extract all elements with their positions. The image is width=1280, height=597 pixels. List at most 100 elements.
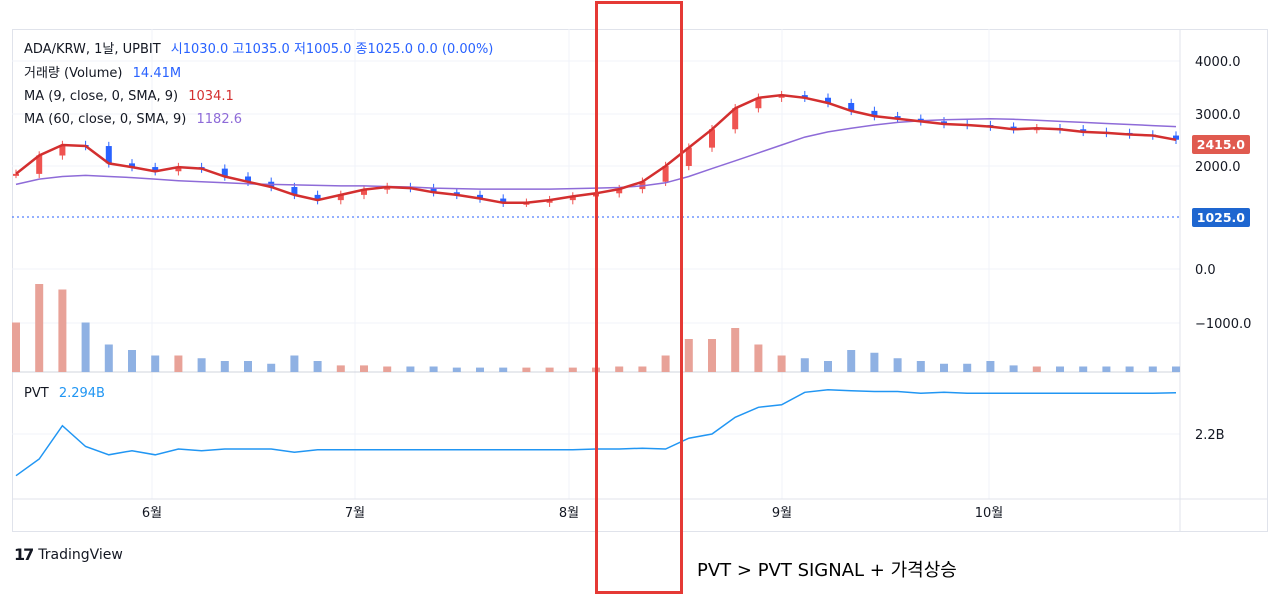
candle-body <box>245 176 251 182</box>
pvt-label: PVT <box>24 386 49 401</box>
symbol-label: ADA/KRW, 1날, UPBIT <box>24 42 161 57</box>
candle-body <box>685 147 692 166</box>
volume-bar <box>336 365 345 372</box>
candle-body <box>430 188 437 193</box>
ma60-legend: MA (60, close, 0, SMA, 9) 1182.6 <box>24 111 242 129</box>
candle-body <box>477 194 483 199</box>
current-price-tag: 1025.0 <box>1191 208 1250 227</box>
ma9-value: 1034.1 <box>188 89 234 104</box>
volume-bar <box>1009 365 1018 372</box>
volume-bar <box>452 367 461 372</box>
ma60-value: 1182.6 <box>196 112 243 127</box>
candle-body <box>801 95 808 98</box>
candle-body <box>361 189 367 195</box>
price-axis-tick: 3000.0 <box>1195 108 1241 123</box>
candle-body <box>453 192 460 195</box>
candle-body <box>778 95 785 98</box>
volume-bar <box>708 339 716 372</box>
candle-body <box>569 196 576 201</box>
x-axis-tick: 6월 <box>142 506 162 521</box>
volume-bar <box>1102 366 1111 372</box>
x-axis-tick: 10월 <box>975 506 1004 521</box>
volume-bar <box>81 322 90 372</box>
volume-bar <box>800 358 809 372</box>
volume-bar <box>847 350 856 372</box>
candle-body <box>384 187 391 190</box>
volume-bar <box>1125 366 1134 372</box>
pvt-axis-tick: 2.2B <box>1195 428 1225 443</box>
candle-body <box>337 194 344 201</box>
candle-body <box>291 187 298 195</box>
volume-bar <box>777 355 786 372</box>
volume-bar <box>406 366 415 372</box>
tv-brand-label: TradingView <box>38 546 123 563</box>
volume-bars <box>12 284 1180 372</box>
volume-bar <box>754 344 763 372</box>
volume-bar <box>638 366 647 372</box>
candle-body <box>59 145 66 156</box>
chart-frame <box>12 29 1268 532</box>
x-axis-labels: 6월 7월 8월 9월 10월 <box>142 506 1003 521</box>
volume-bar <box>522 367 531 372</box>
candle-body <box>894 116 901 119</box>
volume-bar <box>360 365 368 372</box>
candle-body <box>1173 135 1179 140</box>
volume-bar <box>12 322 20 372</box>
volume-legend: 거래량 (Volume) 14.41M <box>24 65 181 83</box>
candle-body <box>13 173 19 176</box>
volume-bar <box>499 367 508 372</box>
candle-body <box>941 121 947 124</box>
candle-body <box>105 146 112 164</box>
candle-body <box>755 97 762 109</box>
volume-bar <box>58 289 67 372</box>
tradingview-logo[interactable]: 17 TradingView <box>14 545 123 564</box>
volume-bar <box>661 355 670 372</box>
volume-bar <box>35 284 44 372</box>
candle-body <box>36 155 43 174</box>
volume-bar <box>1079 366 1088 372</box>
candle-body <box>129 163 135 168</box>
candle-body <box>221 168 228 177</box>
pvt-legend: PVT 2.294B <box>24 385 105 403</box>
candle-body <box>825 97 831 103</box>
candle-body <box>152 167 159 172</box>
volume-bar <box>916 361 925 372</box>
volume-bar <box>684 339 693 372</box>
candle-body <box>616 189 623 194</box>
x-axis-tick: 7월 <box>345 506 365 521</box>
candle-body <box>1010 126 1017 130</box>
annotation-text: PVT > PVT SIGNAL + 가격상승 <box>697 560 957 581</box>
candle-body <box>848 103 855 111</box>
volume-value: 14.41M <box>132 66 182 81</box>
volume-bar <box>220 361 229 372</box>
volume-bar <box>824 361 832 372</box>
candle-body <box>314 194 321 201</box>
volume-bar <box>1148 366 1157 372</box>
highlight-box <box>595 1 683 594</box>
candle-body <box>1080 129 1087 132</box>
volume-bar <box>1172 366 1180 372</box>
price-axis-tick: 2000.0 <box>1195 160 1241 175</box>
price-axis-tick: 0.0 <box>1195 263 1216 278</box>
volume-bar <box>476 367 484 372</box>
ma60-label: MA (60, close, 0, SMA, 9) <box>24 112 187 127</box>
volume-bar <box>940 363 948 372</box>
candle-body <box>662 166 669 182</box>
axis-labels: 4000.0 3000.0 2000.0 0.0 −1000.0 2.2B <box>1195 55 1251 443</box>
chart-canvas[interactable]: 4000.0 3000.0 2000.0 0.0 −1000.0 2.2B 6월 7월 8월 9… <box>12 29 1268 532</box>
volume-bar <box>1056 366 1064 372</box>
volume-bar <box>104 344 113 372</box>
volume-bar <box>383 366 392 372</box>
volume-label: 거래량 (Volume) <box>24 66 123 81</box>
volume-bar <box>963 363 972 372</box>
pvt-value: 2.294B <box>58 386 105 401</box>
grid-lines <box>12 29 1180 499</box>
volume-bar <box>615 366 624 372</box>
ma9-label: MA (9, close, 0, SMA, 9) <box>24 89 179 104</box>
candle-body <box>500 198 507 203</box>
candlesticks <box>13 90 1179 207</box>
symbol-legend: ADA/KRW, 1날, UPBIT 시1030.0 고1035.0 저1005… <box>24 41 493 59</box>
x-axis-tick: 9월 <box>772 506 792 521</box>
volume-bar <box>290 355 299 372</box>
tv-icon: 17 <box>14 545 34 564</box>
